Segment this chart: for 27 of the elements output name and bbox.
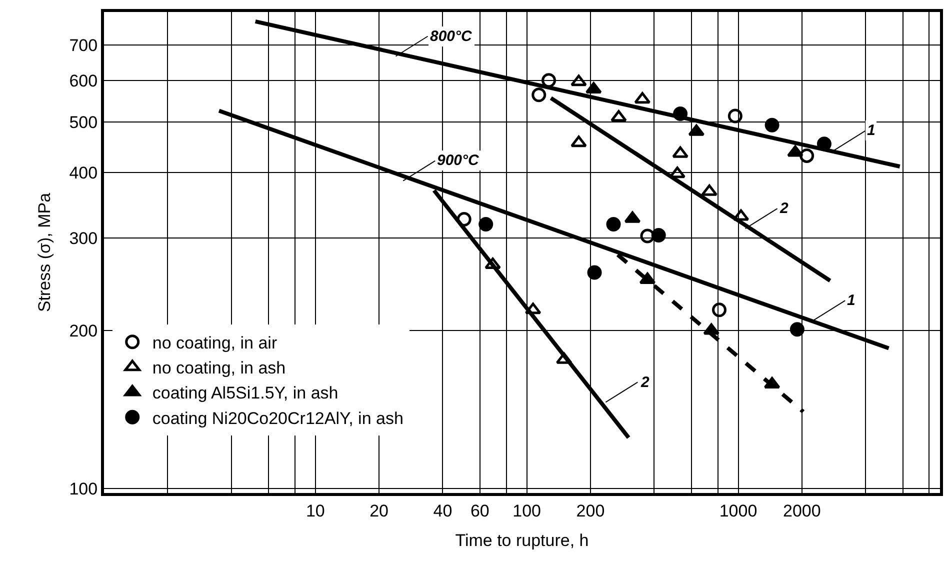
annotation: 900°C (437, 152, 480, 169)
x-axis-title: Time to rupture, h (455, 530, 589, 550)
y-tick-label: 300 (69, 229, 98, 248)
y-tick-label: 600 (69, 71, 98, 90)
annotation: 2 (640, 374, 650, 391)
x-tick-label: 60 (470, 501, 490, 520)
y-tick-label: 700 (69, 36, 98, 56)
y-tick-label: 400 (69, 164, 98, 183)
annotation: 800°C (430, 28, 474, 45)
annotation: 2 (779, 200, 789, 217)
legend-label: no coating, in ash (152, 358, 286, 378)
y-tick-label: 100 (69, 479, 98, 498)
y-axis-title: Stress (σ), MPa (34, 192, 54, 312)
x-tick-label: 10 (306, 501, 325, 520)
x-tick-label: 40 (433, 501, 452, 520)
annotation: 1 (867, 122, 876, 139)
legend-label: no coating, in air (152, 333, 278, 352)
legend-label: coating Al5Si1.5Y, in ash (152, 384, 338, 403)
legend-label: coating Ni20Co20Cr12AlY, in ash (152, 408, 404, 428)
y-tick-label: 500 (69, 112, 98, 132)
y-tick-label: 200 (69, 321, 98, 340)
x-tick-label: 2000 (782, 501, 821, 520)
x-tick-label: 100 (512, 501, 542, 520)
x-tick-label: 200 (576, 501, 605, 520)
annotation: 1 (847, 292, 856, 309)
x-tick-label: 20 (370, 501, 389, 520)
x-tick-label: 1000 (719, 501, 758, 520)
